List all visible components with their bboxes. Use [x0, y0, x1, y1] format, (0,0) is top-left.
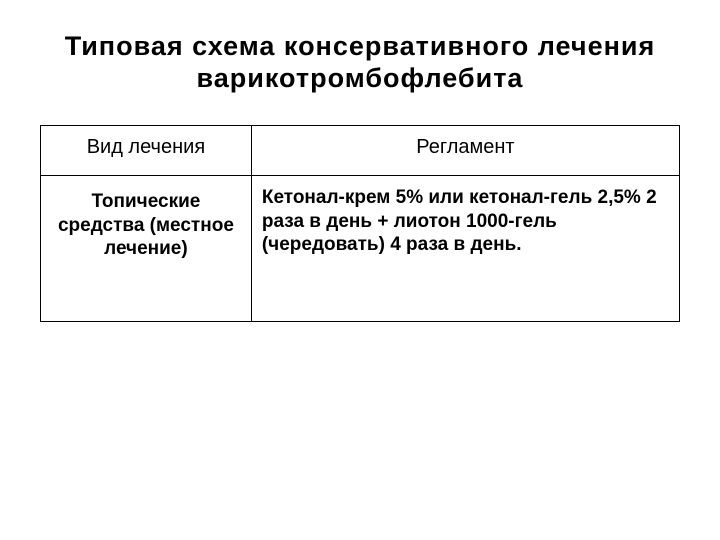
treatment-table: Вид лечения Регламент Топические средств… — [40, 125, 680, 322]
table-header-row: Вид лечения Регламент — [41, 125, 680, 175]
treatment-regimen-cell: Кетонал-крем 5% или кетонал-гель 2,5% 2 … — [251, 175, 679, 321]
column-header-type: Вид лечения — [41, 125, 252, 175]
column-header-regimen: Регламент — [251, 125, 679, 175]
page-title: Типовая схема консервативного лечения ва… — [40, 30, 680, 95]
table-row: Топические средства (местное лечение) Ке… — [41, 175, 680, 321]
treatment-type-cell: Топические средства (местное лечение) — [41, 175, 252, 321]
